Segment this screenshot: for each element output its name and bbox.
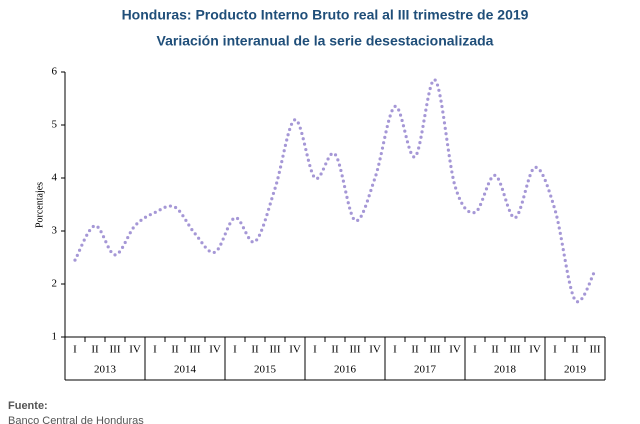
year-label: 2014	[174, 364, 197, 376]
x-tick-label: II	[571, 344, 579, 356]
x-tick-label: I	[313, 344, 317, 356]
y-tick-label: 3	[52, 225, 58, 237]
x-tick-label: II	[491, 344, 499, 356]
x-tick-label: III	[270, 344, 281, 356]
x-tick-label: IV	[449, 344, 461, 356]
x-tick-label: IV	[369, 344, 381, 356]
chart-title: Honduras: Producto Interno Bruto real al…	[122, 7, 529, 23]
year-label: 2013	[94, 364, 117, 376]
x-tick-label: I	[73, 344, 77, 356]
x-tick-label: IV	[289, 344, 301, 356]
x-tick-label: IV	[529, 344, 541, 356]
x-tick-label: II	[251, 344, 259, 356]
data-line	[73, 78, 597, 304]
source: Banco Central de Honduras	[8, 415, 144, 424]
y-tick-label: 1	[52, 331, 58, 343]
y-tick-label: 4	[52, 172, 58, 184]
x-tick-label: II	[171, 344, 179, 356]
source-label: Fuente:	[8, 400, 48, 412]
x-tick-label: IV	[209, 344, 221, 356]
chart-subtitle: Variación interanual de la serie desesta…	[157, 33, 494, 49]
x-tick-label: III	[590, 344, 601, 356]
x-tick-label: III	[350, 344, 361, 356]
x-tick-label: I	[153, 344, 157, 356]
x-tick-label: III	[190, 344, 201, 356]
y-tick-label: 6	[52, 66, 58, 78]
x-tick-label: I	[473, 344, 477, 356]
year-label: 2016	[334, 364, 357, 376]
x-tick-label: II	[331, 344, 339, 356]
y-tick-label: 2	[52, 278, 58, 290]
year-label: 2017	[414, 364, 437, 376]
x-tick-label: I	[233, 344, 237, 356]
year-label: 2018	[494, 364, 517, 376]
x-tick-label: III	[510, 344, 521, 356]
y-axis-label: Porcentajes	[34, 182, 45, 228]
x-tick-label: III	[110, 344, 121, 356]
x-tick-label: III	[430, 344, 441, 356]
x-tick-label: IV	[129, 344, 141, 356]
y-tick-label: 5	[52, 119, 58, 131]
x-tick-label: II	[91, 344, 99, 356]
year-label: 2015	[254, 364, 277, 376]
year-label: 2019	[564, 364, 587, 376]
x-tick-label: I	[393, 344, 397, 356]
x-tick-label: II	[411, 344, 419, 356]
x-tick-label: I	[553, 344, 557, 356]
